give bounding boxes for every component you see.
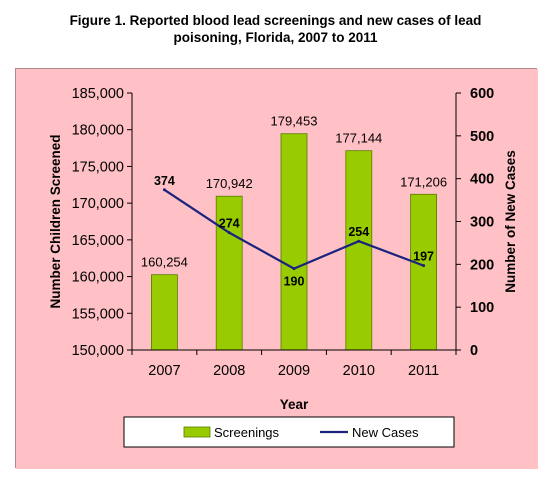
y-left-tick-label: 170,000 bbox=[72, 196, 124, 212]
figure-title-line-1: Figure 1. Reported blood lead screenings… bbox=[69, 13, 482, 28]
legend-label-new-cases: New Cases bbox=[352, 425, 419, 440]
bar-screenings-2010 bbox=[345, 150, 373, 351]
legend: Screenings New Cases bbox=[123, 416, 455, 448]
line-label-2008: 274 bbox=[219, 217, 240, 231]
bar-screenings-2011 bbox=[410, 193, 438, 351]
line-layer bbox=[162, 188, 426, 271]
chart-frame: 150,000 155,000 160,000 165,000 170,000 175,0… bbox=[15, 68, 538, 469]
y-right-tick-label: 300 bbox=[470, 215, 494, 231]
bar-screenings-2007 bbox=[150, 274, 178, 351]
x-axis-title: Year bbox=[280, 397, 309, 412]
y-right-tick-label: 200 bbox=[470, 257, 494, 273]
axes-layer: 150,000 155,000 160,000 165,000 170,000 175,0… bbox=[72, 86, 495, 379]
x-tick-label-2010: 2010 bbox=[343, 363, 375, 379]
chart: 150,000 155,000 160,000 165,000 170,000 175,0… bbox=[16, 69, 538, 469]
y-right-tick-label: 100 bbox=[470, 300, 494, 316]
labels-layer: 160,254 170,942 179,453 177,144 171,206 374 27… bbox=[141, 114, 447, 289]
figure-title: Figure 1. Reported blood lead screenings… bbox=[0, 12, 551, 46]
y-right-tick-label: 500 bbox=[470, 129, 494, 145]
y-right-tick-label: 0 bbox=[470, 343, 478, 359]
y-axis-right-title: Number of New Cases bbox=[503, 150, 518, 293]
x-tick-label-2008: 2008 bbox=[213, 363, 245, 379]
y-left-tick-label: 155,000 bbox=[72, 306, 124, 322]
chart-background bbox=[16, 69, 538, 469]
bar-label-2009: 179,453 bbox=[271, 114, 318, 129]
y-left-tick-label: 175,000 bbox=[72, 159, 124, 175]
y-left-tick-label: 165,000 bbox=[72, 233, 124, 249]
y-right-tick-label: 400 bbox=[470, 172, 494, 188]
point-new-cases-2007 bbox=[162, 188, 166, 192]
x-tick-label-2011: 2011 bbox=[408, 363, 439, 379]
legend-box bbox=[123, 416, 455, 448]
x-tick-label-2009: 2009 bbox=[278, 363, 310, 379]
bar-label-2008: 170,942 bbox=[206, 176, 253, 191]
line-label-2007: 374 bbox=[154, 174, 175, 188]
line-label-2010: 254 bbox=[348, 225, 369, 239]
bar-screenings-2008 bbox=[215, 195, 243, 351]
y-left-tick-label: 185,000 bbox=[72, 86, 124, 102]
point-new-cases-2011 bbox=[422, 264, 426, 268]
x-tick-label-2007: 2007 bbox=[148, 363, 180, 379]
y-left-tick-label: 160,000 bbox=[72, 270, 124, 286]
legend-label-screenings: Screenings bbox=[214, 425, 280, 440]
bar-label-2007: 160,254 bbox=[141, 255, 188, 270]
figure-title-line-2: poisoning, Florida, 2007 to 2011 bbox=[173, 30, 378, 45]
line-label-2009: 190 bbox=[284, 275, 305, 289]
bars-layer bbox=[150, 133, 438, 351]
bar-label-2011: 171,206 bbox=[400, 174, 447, 189]
y-axis-left-title: Number Children Screened bbox=[48, 134, 63, 308]
y-right-tick-label: 600 bbox=[470, 86, 494, 102]
bar-label-2010: 177,144 bbox=[335, 131, 382, 146]
point-new-cases-2010 bbox=[357, 239, 361, 243]
bar-screenings-2009 bbox=[280, 133, 308, 351]
legend-swatch-screenings bbox=[183, 426, 211, 438]
y-left-tick-label: 150,000 bbox=[72, 343, 124, 359]
point-new-cases-2008 bbox=[227, 231, 231, 235]
line-label-2011: 197 bbox=[413, 250, 434, 264]
y-left-tick-label: 180,000 bbox=[72, 123, 124, 139]
point-new-cases-2009 bbox=[292, 267, 296, 271]
